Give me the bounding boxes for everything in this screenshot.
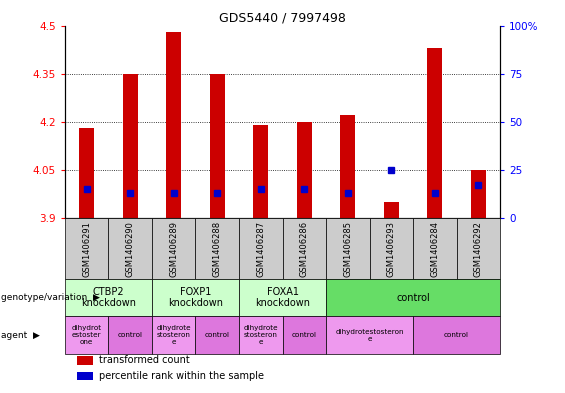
Text: percentile rank within the sample: percentile rank within the sample (99, 371, 264, 381)
Text: GSM1406289: GSM1406289 (170, 220, 178, 277)
Text: control: control (205, 332, 230, 338)
Text: dihydrot
estoster
one: dihydrot estoster one (72, 325, 102, 345)
Bar (65, 316, 108, 354)
Text: FOXP1
knockdown: FOXP1 knockdown (168, 287, 223, 309)
Bar (108, 218, 152, 279)
Text: GSM1406286: GSM1406286 (300, 220, 308, 277)
Bar (195, 218, 239, 279)
Bar (239, 316, 282, 354)
Text: genotype/variation  ▶: genotype/variation ▶ (1, 293, 99, 302)
Bar (370, 218, 413, 279)
Text: FOXA1
knockdown: FOXA1 knockdown (255, 287, 310, 309)
Text: dihydrotestosteron
e: dihydrotestosteron e (335, 329, 404, 342)
Bar (253, 125, 268, 218)
Text: dihydrote
stosteron
e: dihydrote stosteron e (244, 325, 278, 345)
Bar (79, 128, 94, 218)
Text: control: control (292, 332, 317, 338)
Text: GSM1406292: GSM1406292 (474, 220, 483, 277)
Bar (326, 218, 370, 279)
Bar (152, 218, 195, 279)
Bar (123, 74, 138, 218)
Bar (326, 316, 413, 354)
Text: GSM1406284: GSM1406284 (431, 220, 439, 277)
Text: control: control (118, 332, 143, 338)
Text: GSM1406290: GSM1406290 (126, 220, 134, 277)
Text: control: control (396, 293, 430, 303)
Bar (297, 122, 312, 218)
Bar (340, 116, 355, 218)
Bar (77, 356, 93, 365)
Text: control: control (444, 332, 469, 338)
Bar (152, 316, 195, 354)
Bar (152, 279, 239, 316)
Bar (239, 279, 326, 316)
Bar (65, 279, 152, 316)
Text: GSM1406287: GSM1406287 (257, 220, 265, 277)
Bar (471, 170, 486, 218)
Bar (210, 74, 225, 218)
Bar (239, 218, 282, 279)
Bar (326, 279, 500, 316)
Bar (108, 316, 152, 354)
Text: dihydrote
stosteron
e: dihydrote stosteron e (157, 325, 191, 345)
Bar (457, 218, 500, 279)
Bar (282, 218, 326, 279)
Bar (77, 372, 93, 380)
Text: GSM1406291: GSM1406291 (82, 220, 91, 277)
Text: transformed count: transformed count (99, 356, 190, 365)
Bar (195, 316, 239, 354)
Text: agent  ▶: agent ▶ (1, 331, 40, 340)
Text: GSM1406288: GSM1406288 (213, 220, 221, 277)
Bar (384, 202, 399, 218)
Bar (427, 48, 442, 218)
Bar (413, 218, 457, 279)
Text: GSM1406285: GSM1406285 (344, 220, 352, 277)
Bar (65, 218, 108, 279)
Text: GSM1406293: GSM1406293 (387, 220, 396, 277)
Bar (282, 316, 326, 354)
Text: CTBP2
knockdown: CTBP2 knockdown (81, 287, 136, 309)
Bar (413, 316, 500, 354)
Bar (166, 32, 181, 218)
Title: GDS5440 / 7997498: GDS5440 / 7997498 (219, 11, 346, 24)
